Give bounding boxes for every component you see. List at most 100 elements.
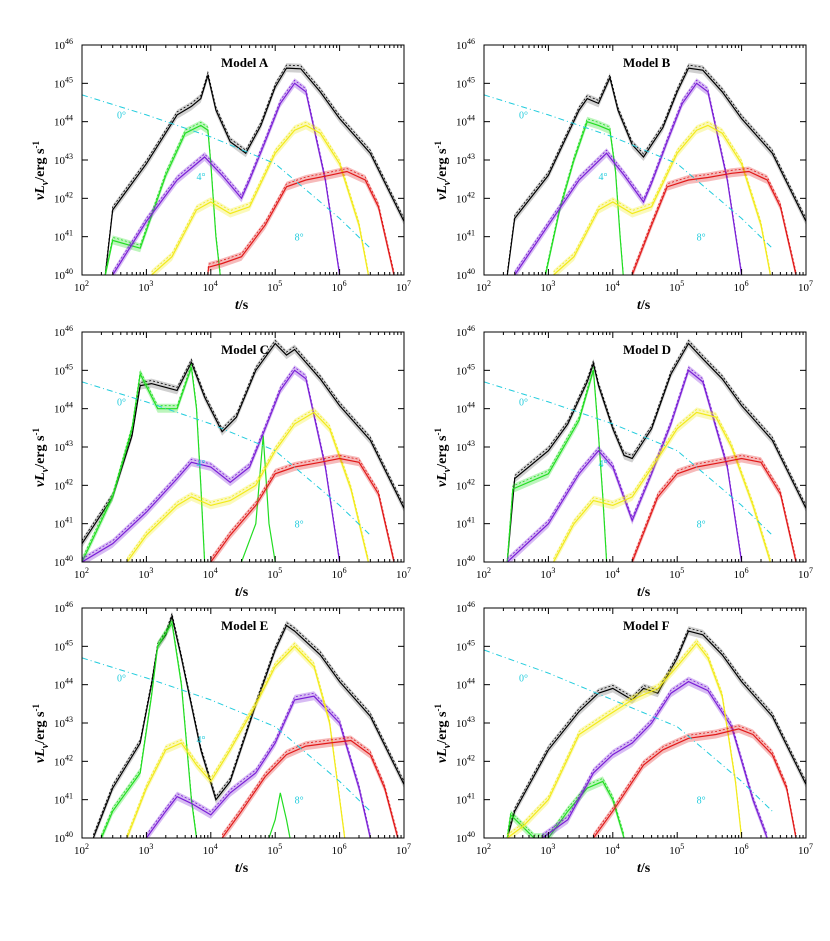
series-band-violet: [146, 691, 371, 838]
series-line-red: [221, 739, 399, 838]
x-tick-label: 107: [798, 842, 813, 857]
angle-label: 8°: [697, 519, 706, 530]
x-tick-label: 104: [605, 566, 620, 581]
x-tick-label: 102: [476, 279, 491, 294]
y-tick-label: 1040: [54, 267, 73, 282]
x-axis-label: t/s: [637, 585, 651, 600]
series-line-total: [506, 630, 806, 838]
panel-3: 0° 4° 8° 102 103 104 105 106 107 1040 1041 1042 1043…: [31, 324, 411, 600]
x-axis-label: t/s: [637, 298, 651, 313]
series-line-cyan: [484, 649, 773, 812]
panel-title: Model C: [221, 342, 269, 357]
series-line-green: [506, 370, 608, 562]
series-line-green: [82, 367, 206, 562]
y-tick-label: 1043: [456, 439, 475, 454]
y-tick-label: 1041: [54, 792, 73, 807]
y-tick-label: 1042: [54, 753, 73, 768]
series-band-red: [210, 453, 394, 562]
y-axis-label: νLν/erg s-1: [433, 141, 453, 200]
series-band-violet: [507, 365, 742, 562]
y-tick-label: 1040: [456, 267, 475, 282]
x-tick-label: 103: [138, 842, 153, 857]
x-tick-label: 102: [74, 279, 89, 294]
series-line-red: [631, 457, 797, 562]
x-tick-label: 103: [138, 566, 153, 581]
y-tick-label: 1041: [456, 792, 475, 807]
y-tick-label: 1042: [456, 190, 475, 205]
series-line-red: [210, 457, 395, 562]
series-line-green: [506, 780, 625, 838]
series-dash-red: [221, 737, 399, 836]
plot-area: [82, 611, 404, 838]
y-axis-label: νLν/erg s-1: [31, 141, 51, 200]
y-tick-label: 1046: [54, 37, 73, 52]
series-line-cyan: [82, 94, 371, 249]
panel-title: Model E: [221, 618, 268, 633]
series-band-green: [82, 362, 205, 562]
y-tick-label: 1043: [456, 152, 475, 167]
series-line-violet: [541, 680, 768, 838]
angle-label: 4°: [197, 735, 206, 746]
series-line-green: [268, 792, 291, 838]
series-dash-red: [631, 455, 797, 560]
x-axis-label: t/s: [235, 585, 249, 600]
series-line-total: [104, 67, 404, 275]
y-tick-label: 1044: [456, 401, 475, 416]
series-line-yellow: [552, 411, 771, 562]
angle-label: 0°: [519, 111, 528, 122]
panel-6: 0° 8° 102 103 104 105 106 107 1040 1041 1042 1043 10…: [433, 600, 813, 876]
angle-label: 0°: [519, 398, 528, 409]
series-dash-green: [101, 619, 197, 836]
x-tick-label: 105: [267, 842, 282, 857]
series-band-red: [593, 723, 796, 838]
y-tick-label: 1043: [456, 715, 475, 730]
y-tick-label: 1045: [54, 638, 73, 653]
x-tick-label: 102: [476, 842, 491, 857]
x-tick-label: 107: [396, 279, 411, 294]
y-tick-label: 1046: [54, 600, 73, 615]
series-dash-green: [506, 367, 607, 560]
series-band-total: [507, 626, 806, 838]
x-tick-label: 107: [396, 842, 411, 857]
series-band-green: [101, 618, 197, 838]
series-dash-total: [506, 339, 806, 560]
y-tick-label: 1043: [54, 715, 73, 730]
plot-area: [484, 626, 806, 838]
series-dash-red: [207, 168, 395, 273]
series-dash-green: [506, 777, 625, 836]
y-tick-label: 1044: [54, 114, 73, 129]
x-tick-label: 106: [734, 566, 749, 581]
series-line-green: [240, 435, 276, 562]
series-dash-total: [104, 64, 404, 273]
series-band-red: [207, 166, 394, 275]
series-dash-red: [631, 168, 797, 273]
x-tick-label: 105: [669, 566, 684, 581]
y-tick-label: 1043: [54, 152, 73, 167]
angle-label: 0°: [519, 674, 528, 685]
y-tick-label: 1041: [456, 229, 475, 244]
plot-area: [82, 63, 404, 275]
series-dash-red: [210, 455, 395, 560]
y-axis-label: νLν/erg s-1: [31, 704, 51, 763]
series-line-yellow: [553, 124, 771, 275]
x-tick-label: 103: [138, 279, 153, 294]
y-tick-label: 1044: [456, 114, 475, 129]
x-tick-label: 107: [396, 566, 411, 581]
y-tick-label: 1043: [54, 439, 73, 454]
angle-label: 0°: [117, 398, 126, 409]
angle-label: 8°: [697, 232, 706, 243]
series-line-yellow: [151, 124, 369, 275]
series-band-total: [105, 63, 404, 275]
x-tick-label: 104: [605, 842, 620, 857]
x-tick-label: 105: [669, 279, 684, 294]
series-band-yellow: [553, 407, 771, 562]
series-line-violet: [506, 369, 743, 562]
y-tick-label: 1046: [456, 600, 475, 615]
plot-area: [484, 63, 806, 275]
series-dash-total: [506, 627, 806, 836]
series-line-green: [544, 120, 624, 275]
angle-label: 8°: [295, 232, 304, 243]
series-dash-yellow: [151, 121, 369, 273]
y-tick-label: 1040: [456, 554, 475, 569]
